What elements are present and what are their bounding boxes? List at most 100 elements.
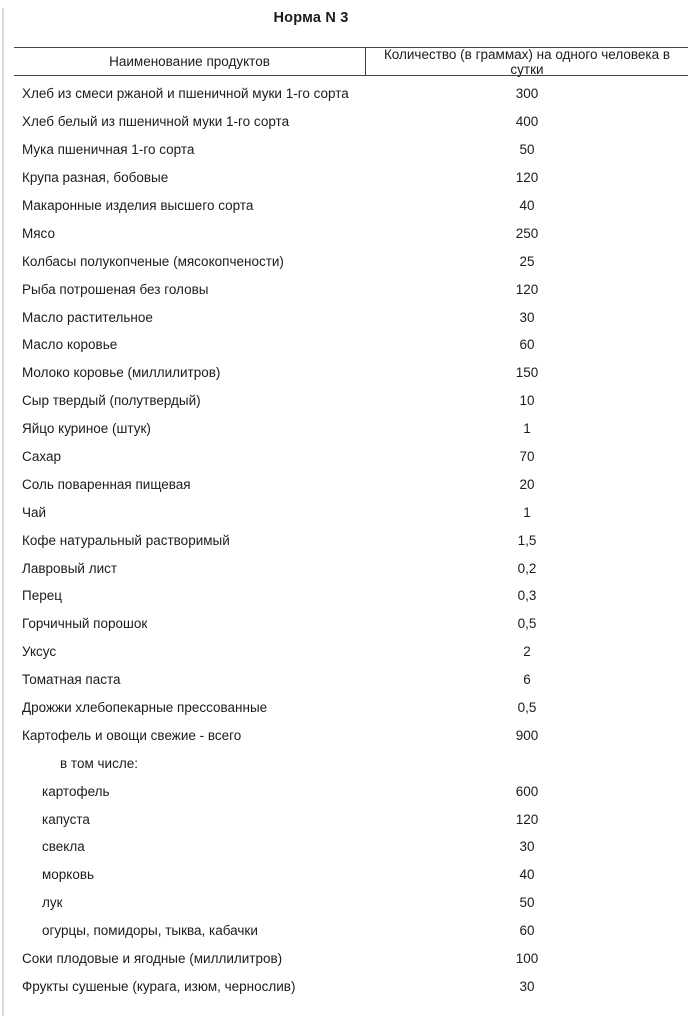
quantity-cell: 600 — [515, 783, 539, 799]
product-name-cell: огурцы, помидоры, тыква, кабачки — [42, 923, 258, 939]
quantity-cell: 1 — [523, 421, 531, 437]
table-row: Рыба потрошеная без головы 120 — [14, 275, 688, 303]
table-row: Перец 0,3 — [14, 582, 688, 610]
table-row: картофель 600 — [14, 777, 688, 805]
product-name-cell: Соки плодовые и ягодные (миллилитров) — [22, 951, 283, 967]
quantity-cell: 400 — [515, 114, 539, 130]
table-row: Картофель и овощи свежие - всего 900 — [14, 721, 688, 749]
quantity-cell: 50 — [519, 895, 535, 911]
quantity-cell: 60 — [519, 337, 535, 353]
table-row: свекла 30 — [14, 833, 688, 861]
table-row: Дрожжи хлебопекарные прессованные 0,5 — [14, 694, 688, 722]
quantity-cell: 1 — [523, 504, 531, 520]
product-name-cell: Масло растительное — [22, 309, 153, 325]
quantity-cell: 60 — [519, 923, 535, 939]
quantity-cell: 30 — [519, 309, 535, 325]
product-name-cell: Перец — [22, 588, 62, 604]
table-row: Томатная паста 6 — [14, 666, 688, 694]
quantity-cell: 0,5 — [517, 700, 537, 716]
quantity-cell: 10 — [519, 393, 535, 409]
product-name-cell: Дрожжи хлебопекарные прессованные — [22, 700, 268, 716]
quantity-cell: 25 — [519, 253, 535, 269]
quantity-cell: 150 — [515, 365, 539, 381]
product-name-cell: Томатная паста — [22, 672, 121, 688]
page-title: Норма N 3 — [273, 10, 349, 26]
table-row: Мясо 250 — [14, 219, 688, 247]
quantity-cell: 250 — [515, 225, 539, 241]
table-row: Масло растительное 30 — [14, 303, 688, 331]
product-name-cell: картофель — [42, 783, 110, 799]
table-row: Соки плодовые и ягодные (миллилитров) 10… — [14, 945, 688, 973]
product-name-cell: в том числе: — [60, 755, 138, 771]
quantity-cell: 50 — [519, 142, 535, 158]
quantity-cell: 20 — [519, 476, 535, 492]
product-name-cell: Картофель и овощи свежие - всего — [22, 727, 242, 743]
quantity-cell: 1,5 — [517, 532, 537, 548]
product-name-cell: морковь — [42, 867, 95, 883]
product-name-cell: лук — [42, 895, 63, 911]
quantity-cell: 120 — [515, 170, 539, 186]
table-row: Уксус 2 — [14, 638, 688, 666]
product-name-cell: Чай — [22, 504, 47, 520]
quantity-cell: 30 — [519, 839, 535, 855]
table-row: Молоко коровье (миллилитров) 150 — [14, 359, 688, 387]
table-row: Масло коровье 60 — [14, 331, 688, 359]
product-name-cell: Хлеб белый из пшеничной муки 1-го сорта — [22, 114, 290, 130]
quantity-cell: 6 — [523, 672, 531, 688]
product-name-cell: Масло коровье — [22, 337, 118, 353]
product-name-cell: Крупа разная, бобовые — [22, 170, 169, 186]
table-row: Кофе натуральный растворимый 1,5 — [14, 526, 688, 554]
quantity-cell: 100 — [515, 951, 539, 967]
page-edge-line — [2, 8, 4, 1016]
product-name-cell: Сыр твердый (полутвердый) — [22, 393, 201, 409]
product-name-cell: Мясо — [22, 225, 55, 241]
product-name-cell: свекла — [42, 839, 85, 855]
quantity-cell: 0,3 — [517, 588, 537, 604]
product-name-cell: Яйцо куриное (штук) — [22, 421, 151, 437]
column-header-quantity: Количество (в граммах) на одного человек… — [383, 46, 671, 77]
table-row: Крупа разная, бобовые 120 — [14, 164, 688, 192]
product-name-cell: Кофе натуральный растворимый — [22, 532, 230, 548]
quantity-cell: 40 — [519, 198, 535, 213]
product-name-cell: Уксус — [22, 644, 57, 660]
table-row: Колбасы полукопченые (мясокопчености) 25 — [14, 247, 688, 275]
product-name-cell: Макаронные изделия высшего сорта — [22, 198, 254, 213]
table-row: Макаронные изделия высшего сорта 40 — [14, 192, 688, 220]
quantity-cell: 120 — [515, 281, 539, 297]
table-row: Сыр твердый (полутвердый) 10 — [14, 387, 688, 415]
ration-norm-table: Наименование продуктов Количество (в гра… — [14, 47, 688, 1000]
quantity-cell: 70 — [519, 449, 535, 465]
quantity-cell: 2 — [523, 644, 531, 660]
product-name-cell: Мука пшеничная 1-го сорта — [22, 142, 195, 158]
table-row: Лавровый лист 0,2 — [14, 554, 688, 582]
product-name-cell: Колбасы полукопченые (мясокопчености) — [22, 253, 284, 269]
product-name-cell: Соль поваренная пищевая — [22, 476, 191, 492]
table-header: Наименование продуктов Количество (в гра… — [14, 46, 688, 77]
table-row: Яйцо куриное (штук) 1 — [14, 415, 688, 443]
table-row: капуста 120 — [14, 805, 688, 833]
quantity-cell: 900 — [515, 727, 539, 743]
product-name-cell: Горчичный порошок — [22, 616, 148, 632]
product-name-cell: Хлеб из смеси ржаной и пшеничной муки 1-… — [22, 86, 349, 102]
table-row: в том числе: — [14, 749, 688, 777]
table-row: Хлеб из смеси ржаной и пшеничной муки 1-… — [14, 80, 688, 108]
table-row: Фрукты сушеные (курага, изюм, чернослив)… — [14, 973, 688, 1001]
table-row: Хлеб белый из пшеничной муки 1-го сорта … — [14, 108, 688, 136]
product-name-cell: Фрукты сушеные (курага, изюм, чернослив) — [22, 978, 296, 994]
product-name-cell: Сахар — [22, 449, 62, 465]
table-row: Мука пшеничная 1-го сорта 50 — [14, 136, 688, 164]
table-row: Соль поваренная пищевая 20 — [14, 470, 688, 498]
product-name-cell: Рыба потрошеная без головы — [22, 281, 209, 297]
product-name-cell: Молоко коровье (миллилитров) — [22, 365, 221, 381]
product-name-cell: Лавровый лист — [22, 560, 118, 576]
table-row: Чай 1 — [14, 498, 688, 526]
quantity-cell: 120 — [515, 811, 539, 827]
table-row: морковь 40 — [14, 861, 688, 889]
quantity-cell: 40 — [519, 867, 535, 883]
table-row: Сахар 70 — [14, 443, 688, 471]
table-body: Хлеб из смеси ржаной и пшеничной муки 1-… — [14, 76, 688, 1000]
table-row: огурцы, помидоры, тыква, кабачки 60 — [14, 917, 688, 945]
table-row: лук 50 — [14, 889, 688, 917]
quantity-cell: 300 — [515, 86, 539, 102]
column-header-product-name: Наименование продуктов — [14, 48, 366, 75]
